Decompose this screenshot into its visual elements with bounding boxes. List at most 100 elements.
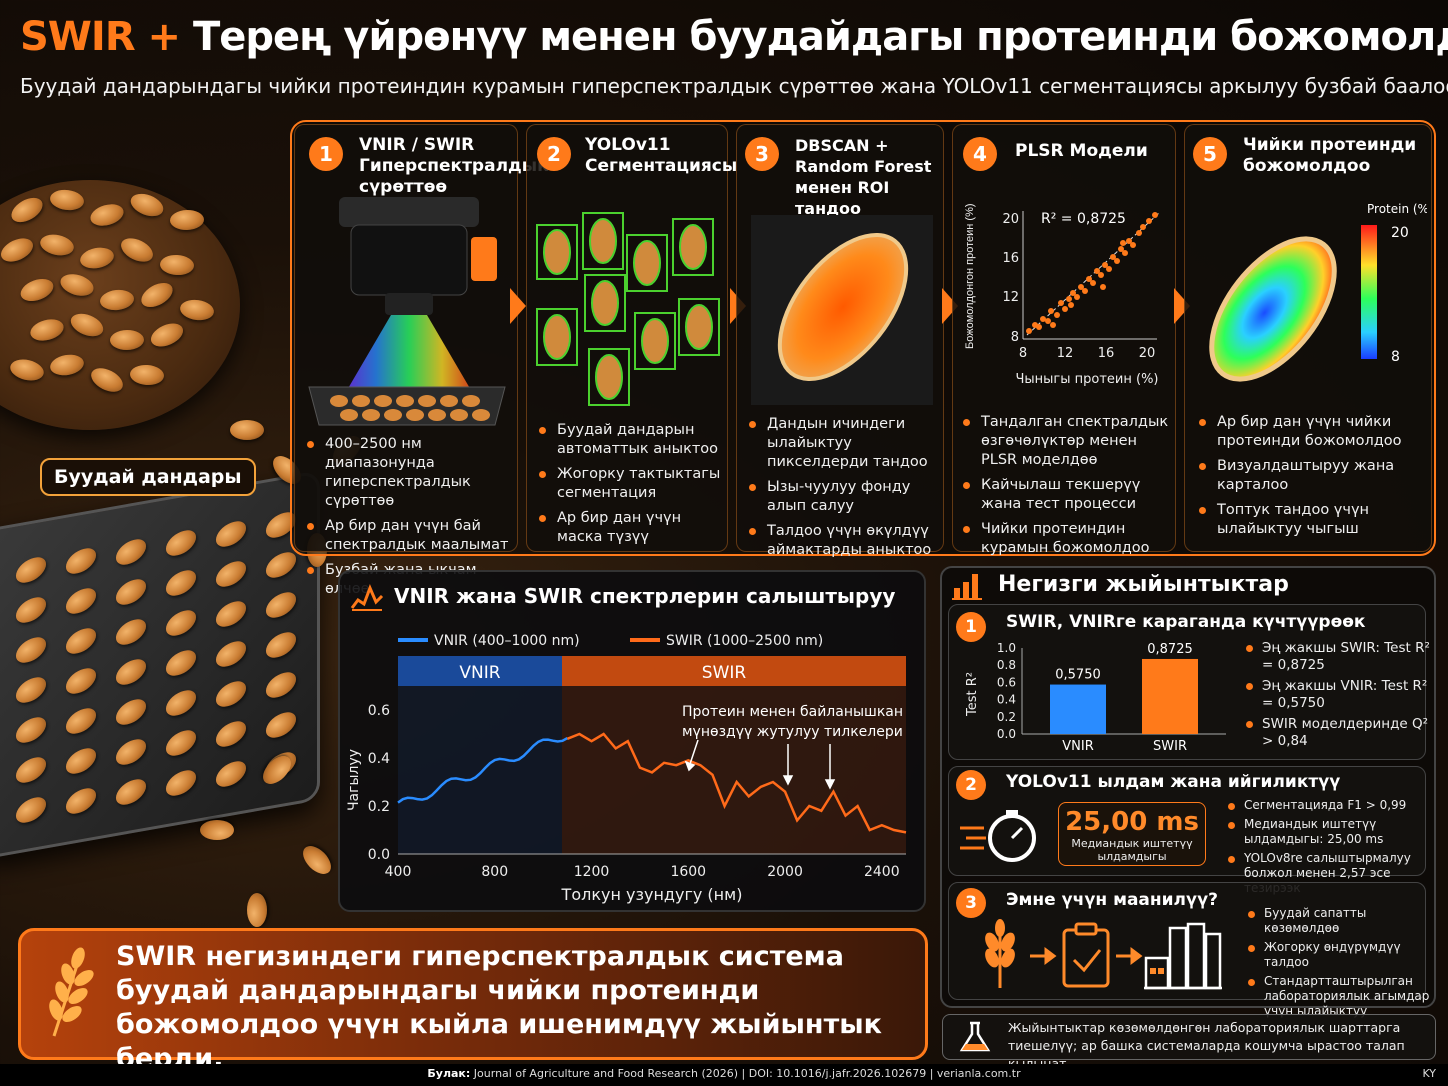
scatter-point (1026, 328, 1032, 334)
colorbar-min: 8 (1391, 349, 1400, 365)
step-panel-5: 5 Чийки протеинди божомолдоо Protein (%)… (1184, 124, 1432, 552)
plsr-scatter-plot: Божомолдонгон протеин (%) 20 16 12 8 8 1… (964, 203, 1160, 387)
step-panel-2: 2 YOLOv11 Сегментациясы Буудай дандарын … (526, 124, 737, 553)
x-tick: 1200 (574, 864, 610, 880)
bar-value-label: 0,8725 (1147, 642, 1193, 657)
r2-bar-chart: Test R² 0.0 0.2 0.4 0.6 0.8 1.0 0,5750 VNIR 0,8… (965, 641, 1226, 754)
scatter-point (1050, 322, 1056, 328)
scatter-point (1098, 272, 1104, 278)
bullet: Дандын ичиндеги ылайыктуу пикселдерди та… (745, 415, 943, 472)
step-number: 4 (963, 137, 997, 171)
plsr-ylabel: Божомолдонгон протеин (%) (964, 203, 976, 349)
why-it-matters-icons (985, 919, 1222, 990)
spectra-title: VNIR жана SWIR спектрлерин салыштыруу (394, 584, 896, 608)
scatter-point (1068, 302, 1074, 308)
band-swir-label: SWIR (702, 663, 747, 683)
y-tick: 0.2 (368, 799, 390, 815)
result-bullets: Сегментацияда F1 > 0,99 Медиандык иштетү… (1226, 798, 1430, 900)
spectra-panel (338, 570, 926, 912)
scatter-point (1122, 250, 1128, 256)
y-tick: 8 (1011, 330, 1019, 345)
bars: 0,5750 VNIR 0,8725 SWIR (1050, 642, 1198, 754)
bar-value-label: 0,5750 (1055, 668, 1101, 683)
x-ticks: 400 800 1200 1600 2000 2400 (385, 864, 900, 880)
y-tick: 0.0 (368, 847, 390, 863)
bullet: Буудай дандарын автоматтык аныктоо (535, 421, 727, 459)
bar-chart-icon (952, 574, 982, 600)
language-code: KY (1422, 1067, 1436, 1080)
annotation-arrows (684, 739, 836, 790)
scatter-point (1110, 254, 1116, 260)
result-number: 2 (956, 770, 986, 800)
y-tick: 0.4 (997, 693, 1016, 707)
band-swir-header (562, 656, 906, 686)
bullet: 400–2500 нм диапазонунда гиперспектралды… (303, 435, 515, 511)
step-title: PLSR Модели (1015, 141, 1148, 161)
y-tick: 20 (1002, 212, 1019, 227)
scatter-point (1040, 316, 1046, 322)
bullet: Жогорку өндүрүмдүү талдоо (1246, 940, 1432, 970)
step-number: 3 (745, 137, 779, 171)
y-tick: 12 (1002, 290, 1019, 305)
scatter-point (1102, 262, 1108, 268)
x-tick: 20 (1139, 346, 1156, 361)
speed-box: 25,00 ms Медиандык иштетүү ылдамдыгы (1058, 802, 1206, 866)
x-tick: 12 (1057, 346, 1074, 361)
scatter-point (1045, 318, 1051, 324)
y-tick: 0.6 (997, 675, 1016, 689)
legend-vnir: VNIR (400–1000 nm) (434, 633, 580, 649)
bullet: Эң жакшы VNIR: Test R² = 0,5750 (1244, 678, 1430, 712)
protein-scale-label: Protein (%) (1367, 202, 1427, 216)
x-tick: 800 (481, 864, 508, 880)
step-bullets: Буудай дандарын автоматтык аныктоо Жогор… (535, 421, 727, 553)
bar-vnir (1050, 684, 1106, 734)
scatter-point (1114, 258, 1120, 264)
x-tick: 2000 (767, 864, 803, 880)
y-tick: 0.2 (997, 710, 1016, 724)
step-title: Чийки протеинди божомолдоо (1243, 135, 1417, 176)
y-tick: 16 (1002, 251, 1019, 266)
bullet: Стандартташтырылган лабораториялык агымд… (1246, 974, 1432, 1019)
y-tick: 0.0 (997, 727, 1016, 741)
results-title: Негизги жыйынтыктар (998, 572, 1289, 597)
bullet: Талдоо үчүн өкүлдүү аймактарды аныктоо (745, 522, 943, 560)
clipboard-check-icon (1062, 922, 1110, 988)
wheat-icon (49, 947, 94, 1037)
result-title: YOLOv11 ылдам жана ийгиликтүү (1006, 772, 1341, 792)
flask-icon (959, 1021, 991, 1052)
bullet: Буудай сапатты көзөмөлдөө (1246, 906, 1432, 936)
result-bullets: Буудай сапатты көзөмөлдөө Жогорку өндүрү… (1246, 906, 1432, 1023)
y-tick: 1.0 (997, 641, 1016, 655)
y-tick: 0.8 (997, 658, 1016, 672)
page-subtitle: Буудай дандарындагы чийки протеиндин кур… (20, 74, 1448, 98)
result-number: 3 (956, 888, 986, 918)
scatter-point (1086, 276, 1092, 282)
swir-region (562, 686, 906, 854)
spectra-xlabel: Толкун узундугу (нм) (561, 885, 743, 904)
step-bullets: Тандалган спектралдык өзгөчөлүктөр менен… (959, 413, 1175, 564)
footer: Булак: Journal of Agriculture and Food R… (0, 1064, 1448, 1086)
y-ticks: 0.0 0.2 0.4 0.6 (368, 703, 906, 863)
step-number: 1 (309, 137, 343, 171)
scatter-point (1078, 284, 1084, 290)
spectrum-icon (350, 583, 384, 611)
bullet: Медиандык иштетүү ылдамдыгы: 25,00 ms (1226, 817, 1430, 847)
swir-series-line (566, 732, 907, 834)
note-box (942, 1014, 1436, 1060)
step-panel-4: 4 PLSR Модели Божомолдонгон протеин (%) … (952, 124, 1176, 556)
scatter-point (1062, 306, 1068, 312)
r2-ylabel: Test R² (965, 672, 980, 717)
bullet: Ар бир дан үчүн бай спектралдык маалымат (303, 517, 515, 555)
x-tick: 2400 (864, 864, 900, 880)
bullet: Эң жакшы SWIR: Test R² = 0,8725 (1244, 640, 1430, 674)
bullet: Жогорку тактыктагы сегментация (535, 465, 727, 503)
speed-value: 25,00 ms (1065, 807, 1199, 837)
scatter-point (1066, 296, 1072, 302)
y-ticks: 0.0 0.2 0.4 0.6 0.8 1.0 (997, 641, 1016, 741)
step-title: VNIR / SWIR Гиперспектралдык сүрөттөө (359, 135, 549, 197)
scatter-point (1054, 312, 1060, 318)
bar-category-label: SWIR (1153, 739, 1187, 754)
scatter-points (1026, 212, 1158, 334)
grain (297, 840, 337, 880)
x-tick: 400 (385, 864, 412, 880)
